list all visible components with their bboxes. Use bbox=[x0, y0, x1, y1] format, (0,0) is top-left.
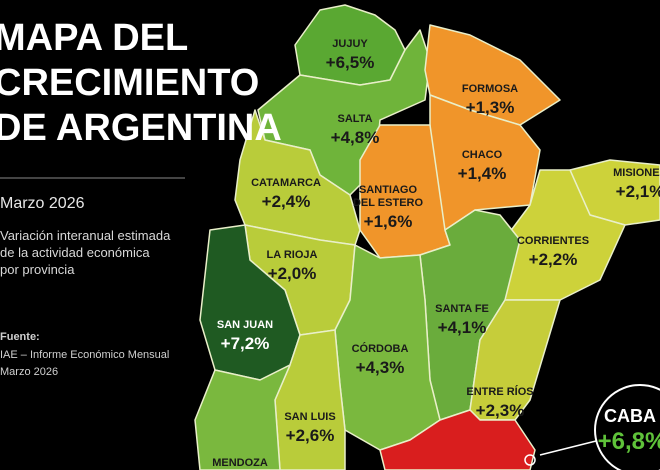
province-value: +4,8% bbox=[331, 128, 380, 147]
province-name: DEL ESTERO bbox=[353, 197, 424, 209]
description-line: Variación interanual estimada bbox=[0, 228, 171, 243]
title-line: MAPA DEL bbox=[0, 17, 188, 59]
province-name: MENDOZA bbox=[212, 457, 268, 469]
source-label: Fuente: bbox=[0, 331, 40, 343]
province-value: +1,3% bbox=[466, 98, 515, 117]
province-value: +4,1% bbox=[438, 318, 487, 337]
callout-name: CABA bbox=[604, 406, 656, 426]
province-value: +2,3% bbox=[476, 401, 525, 420]
date: Marzo 2026 bbox=[0, 195, 85, 212]
province-buenosaires bbox=[379, 409, 536, 470]
description-line: por provincia bbox=[0, 262, 75, 277]
province-name: CHACO bbox=[462, 149, 503, 161]
callout-dot bbox=[524, 454, 536, 466]
province-name: ENTRE RÍOS bbox=[466, 385, 533, 398]
province-name: CATAMARCA bbox=[251, 177, 321, 189]
province-name: CÓRDOBA bbox=[352, 342, 409, 355]
province-value: +7,2% bbox=[221, 334, 270, 353]
province-name: SAN LUIS bbox=[284, 411, 335, 423]
map-shapes bbox=[194, 4, 660, 470]
title-line: DE ARGENTINA bbox=[0, 107, 282, 149]
province-value: +2,2% bbox=[529, 250, 578, 269]
title-line: CRECIMIENTO bbox=[0, 62, 259, 104]
province-value: +2,1% bbox=[616, 182, 660, 201]
province-value: +1,6% bbox=[364, 212, 413, 231]
province-name: MISIONES bbox=[613, 167, 660, 179]
province-name: JUJUY bbox=[332, 38, 368, 50]
province-name: SAN JUAN bbox=[217, 319, 273, 331]
province-value: +4,3% bbox=[356, 358, 405, 377]
province-name: SANTA FE bbox=[435, 303, 489, 315]
province-name: SALTA bbox=[337, 113, 372, 125]
province-name: CORRIENTES bbox=[517, 235, 589, 247]
province-name: SANTIAGO bbox=[359, 184, 418, 196]
province-value: +1,4% bbox=[458, 164, 507, 183]
source-line: IAE – Informe Económico Mensual bbox=[0, 349, 169, 361]
callout-circle bbox=[594, 384, 660, 470]
province-name: FORMOSA bbox=[462, 83, 518, 95]
description-line: de la actividad económica bbox=[0, 245, 150, 260]
province-name: LA RIOJA bbox=[267, 249, 318, 261]
source-line: Marzo 2026 bbox=[0, 366, 58, 378]
province-value: +2,6% bbox=[286, 426, 335, 445]
province-value: +2,4% bbox=[262, 192, 311, 211]
province-value: +2,0% bbox=[268, 264, 317, 283]
province-mendoza bbox=[194, 364, 291, 470]
callout-value: +6,8% bbox=[598, 428, 660, 455]
province-value: +6,5% bbox=[326, 53, 375, 72]
callout-leader bbox=[539, 439, 601, 456]
